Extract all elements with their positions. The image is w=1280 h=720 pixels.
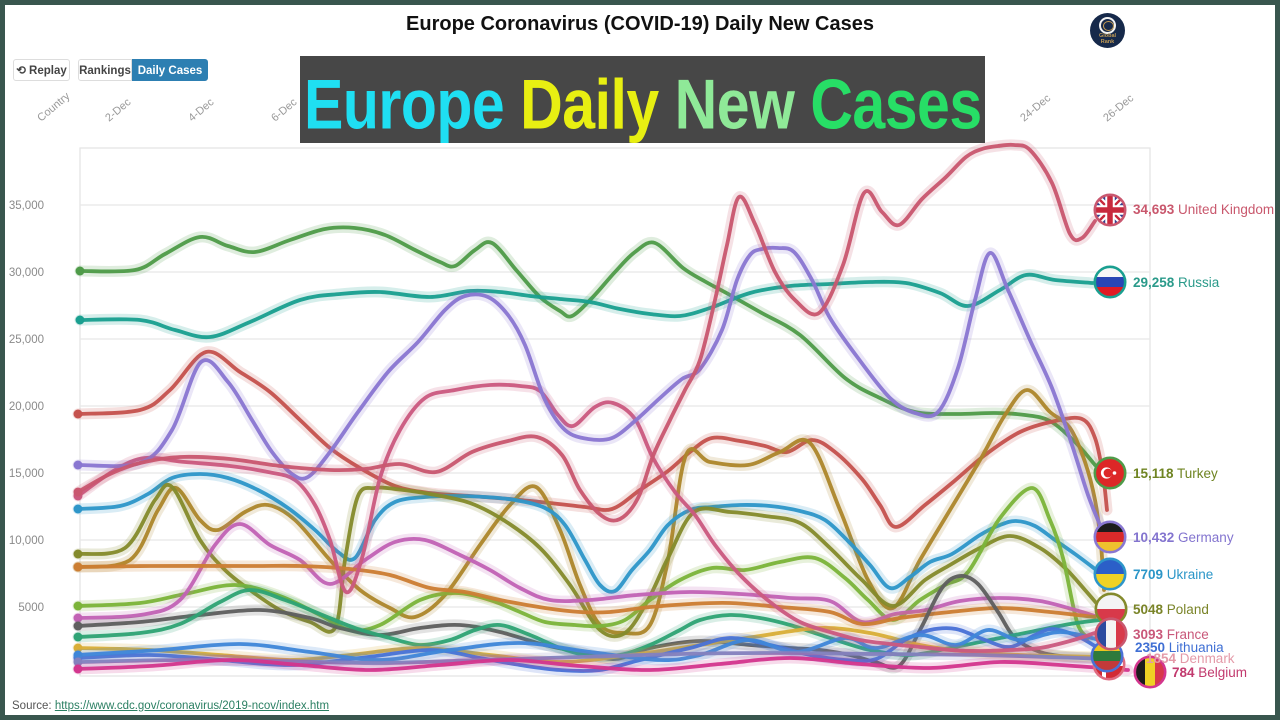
svg-text:15,000: 15,000 — [9, 468, 44, 480]
svg-text:30,000: 30,000 — [9, 267, 44, 279]
svg-text:2350 Lithuania: 2350 Lithuania — [1135, 640, 1224, 655]
svg-text:1854 Denmark: 1854 Denmark — [1146, 651, 1235, 666]
svg-text:29,258 Russia: 29,258 Russia — [1133, 275, 1220, 290]
svg-text:4-Dec: 4-Dec — [186, 96, 217, 124]
svg-text:6-Dec: 6-Dec — [269, 96, 300, 124]
svg-text:784 Belgium: 784 Belgium — [1172, 665, 1247, 680]
svg-text:7709 Ukraine: 7709 Ukraine — [1133, 567, 1213, 582]
svg-text:25,000: 25,000 — [9, 334, 44, 346]
svg-text:10,000: 10,000 — [9, 535, 44, 547]
svg-text:2-Dec: 2-Dec — [103, 96, 134, 124]
svg-text:15,118 Turkey: 15,118 Turkey — [1133, 466, 1218, 481]
svg-text:Country: Country — [35, 90, 73, 124]
svg-text:5048 Poland: 5048 Poland — [1133, 602, 1209, 617]
svg-text:5000: 5000 — [18, 602, 44, 614]
svg-text:20,000: 20,000 — [9, 401, 44, 413]
svg-text:26-Dec: 26-Dec — [1101, 92, 1136, 124]
svg-text:34,693 United Kingdom: 34,693 United Kingdom — [1133, 202, 1274, 217]
svg-text:10,432 Germany: 10,432 Germany — [1133, 530, 1234, 545]
svg-text:35,000: 35,000 — [9, 200, 44, 212]
svg-text:3093 France: 3093 France — [1133, 627, 1209, 642]
svg-text:24-Dec: 24-Dec — [1018, 92, 1053, 124]
